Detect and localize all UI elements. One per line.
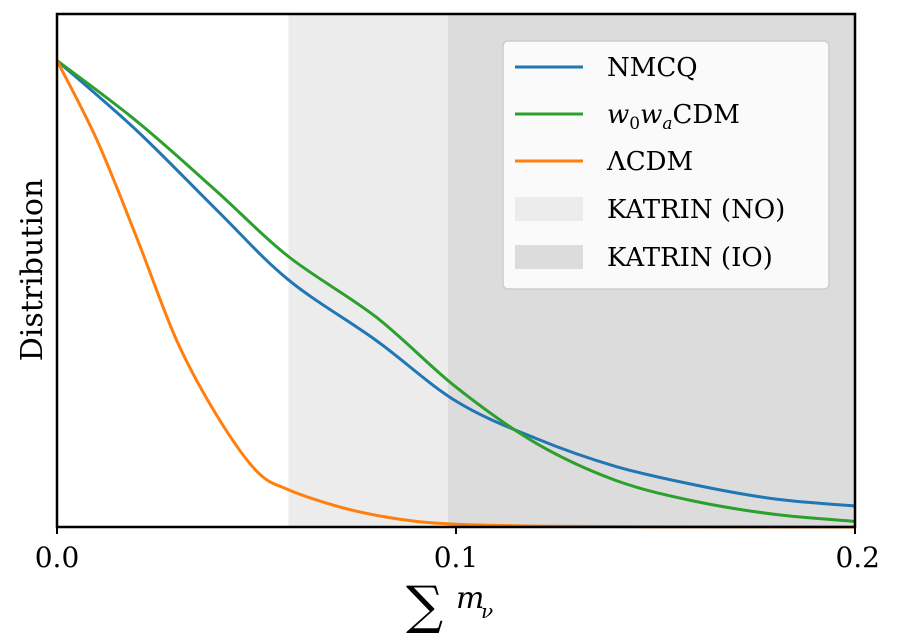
y-axis-label: Distribution xyxy=(15,179,50,362)
legend-label-lcdm: ΛCDM xyxy=(606,147,693,177)
x-tick-label-2: 0.2 xyxy=(835,541,880,574)
svg-text:m: m xyxy=(456,581,484,616)
legend-label-nmcq: NMCQ xyxy=(607,53,698,83)
x-tick-label-0: 0.0 xyxy=(35,541,80,574)
x-ticks: 0.0 0.1 0.2 xyxy=(35,527,880,574)
legend-label-katrin-no: KATRIN (NO) xyxy=(607,195,785,225)
x-tick-label-1: 0.1 xyxy=(434,541,479,574)
series-line-0 xyxy=(56,59,856,508)
legend: NMCQ w0waCDM ΛCDM KATRIN (NO) KATRIN (IO… xyxy=(502,40,830,290)
x-axis-label: ∑ m ν xyxy=(406,576,493,636)
series-line-1 xyxy=(56,59,856,523)
legend-box xyxy=(502,40,830,290)
shaded-region-0 xyxy=(288,14,449,527)
svg-text:∑: ∑ xyxy=(406,576,443,636)
legend-label-w0wacdm: w0waCDM xyxy=(607,100,740,134)
legend-swatch-katrin-io xyxy=(515,245,583,269)
svg-text:ν: ν xyxy=(481,599,493,623)
legend-label-katrin-io: KATRIN (IO) xyxy=(607,243,773,273)
legend-swatch-katrin-no xyxy=(515,197,583,221)
